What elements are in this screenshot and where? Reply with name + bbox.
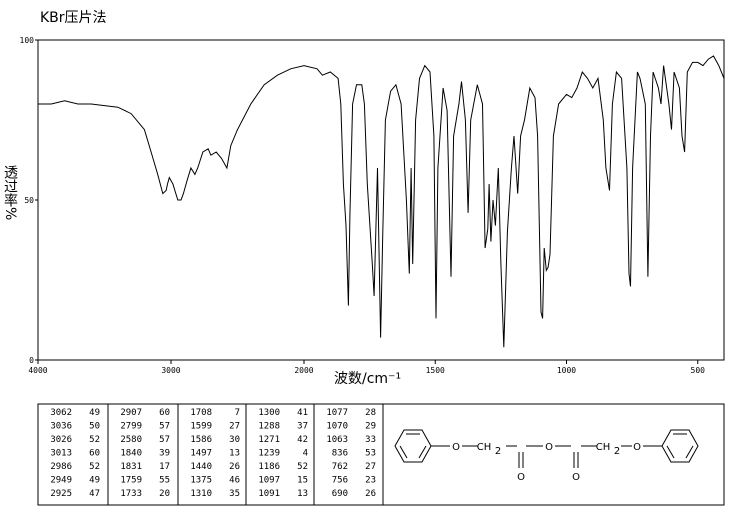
x-axis-label: 波数/cm⁻¹ [334,371,401,387]
peak-wavenumber: 2907 [120,408,142,418]
peak-wavenumber: 3026 [50,435,72,445]
structure-label: O [633,442,641,453]
peak-wavenumber: 1440 [190,462,212,472]
table-frame [37,403,725,506]
peak-wavenumber: 2799 [120,422,142,432]
peak-wavenumber: 1070 [326,422,348,432]
structure-label: O [452,442,460,453]
peak-wavenumber: 3036 [50,422,72,432]
peak-transmittance: 27 [365,462,376,472]
peak-wavenumber: 1239 [258,449,280,459]
peak-wavenumber: 1375 [190,476,212,486]
chart-title: KBr压片法 [40,10,107,26]
peak-transmittance: 7 [235,408,240,418]
peak-wavenumber: 3062 [50,408,72,418]
peak-transmittance: 46 [229,476,240,486]
peak-transmittance: 39 [159,449,170,459]
peak-wavenumber: 1300 [258,408,280,418]
peak-transmittance: 27 [229,422,240,432]
x-tick-label: 500 [691,366,706,375]
peak-wavenumber: 3013 [50,449,72,459]
x-tick-label: 1000 [557,366,576,375]
peak-transmittance: 60 [159,408,170,418]
structure-label: O [517,472,525,483]
peak-transmittance: 53 [365,449,376,459]
structure-label: O [545,442,553,453]
peak-transmittance: 55 [159,476,170,486]
structure-label: 2 [495,446,501,457]
structure-label: CH [596,442,611,453]
peak-transmittance: 13 [297,489,308,499]
structure-label: O [572,472,580,483]
structure-label: 2 [614,446,620,457]
structure-label: CH [477,442,492,453]
peak-wavenumber: 756 [332,476,348,486]
peak-transmittance: 60 [89,449,100,459]
peak-transmittance: 28 [365,408,376,418]
peak-wavenumber: 1288 [258,422,280,432]
peak-transmittance: 52 [89,435,100,445]
peak-transmittance: 50 [89,422,100,432]
x-tick-label: 1500 [426,366,445,375]
x-tick-label: 4000 [28,366,47,375]
peak-wavenumber: 1840 [120,449,142,459]
peak-transmittance: 33 [365,435,376,445]
peak-transmittance: 26 [365,489,376,499]
peak-transmittance: 49 [89,408,100,418]
peak-transmittance: 52 [89,462,100,472]
peak-transmittance: 42 [297,435,308,445]
peak-wavenumber: 2949 [50,476,72,486]
x-tick-label: 2000 [294,366,313,375]
peak-wavenumber: 1759 [120,476,142,486]
peak-transmittance: 29 [365,422,376,432]
peak-wavenumber: 1310 [190,489,212,499]
structure-label: C [518,442,525,453]
peak-wavenumber: 1708 [190,408,212,418]
peak-transmittance: 26 [229,462,240,472]
y-tick-label: 0 [29,356,34,365]
peak-wavenumber: 1733 [120,489,142,499]
peak-wavenumber: 1063 [326,435,348,445]
structure [394,429,699,468]
peak-transmittance: 47 [89,489,100,499]
peak-transmittance: 15 [297,476,308,486]
peak-wavenumber: 2580 [120,435,142,445]
peak-wavenumber: 1497 [190,449,212,459]
peak-transmittance: 37 [297,422,308,432]
peak-transmittance: 57 [159,422,170,432]
peak-transmittance: 52 [297,462,308,472]
peak-transmittance: 23 [365,476,376,486]
peak-wavenumber: 762 [332,462,348,472]
peak-wavenumber: 690 [332,489,348,499]
peak-wavenumber: 1599 [190,422,212,432]
peak-wavenumber: 2986 [50,462,72,472]
peak-transmittance: 17 [159,462,170,472]
peak-transmittance: 4 [303,449,308,459]
peak-transmittance: 49 [89,476,100,486]
peak-transmittance: 30 [229,435,240,445]
y-tick-label: 50 [24,196,34,205]
structure-label: C [573,442,580,453]
peak-wavenumber: 1097 [258,476,280,486]
peak-wavenumber: 1586 [190,435,212,445]
y-axis-label: 透过率% [2,165,18,220]
peak-wavenumber: 1831 [120,462,142,472]
peak-wavenumber: 836 [332,449,348,459]
peak-transmittance: 35 [229,489,240,499]
x-tick-label: 3000 [161,366,180,375]
peak-transmittance: 57 [159,435,170,445]
spectrum-line [38,55,725,348]
peak-wavenumber: 1271 [258,435,280,445]
y-tick-label: 100 [20,36,35,45]
peak-wavenumber: 2925 [50,489,72,499]
peak-transmittance: 13 [229,449,240,459]
peak-wavenumber: 1186 [258,462,280,472]
peak-transmittance: 20 [159,489,170,499]
peak-wavenumber: 1077 [326,408,348,418]
peak-wavenumber: 1091 [258,489,280,499]
peak-transmittance: 41 [297,408,308,418]
